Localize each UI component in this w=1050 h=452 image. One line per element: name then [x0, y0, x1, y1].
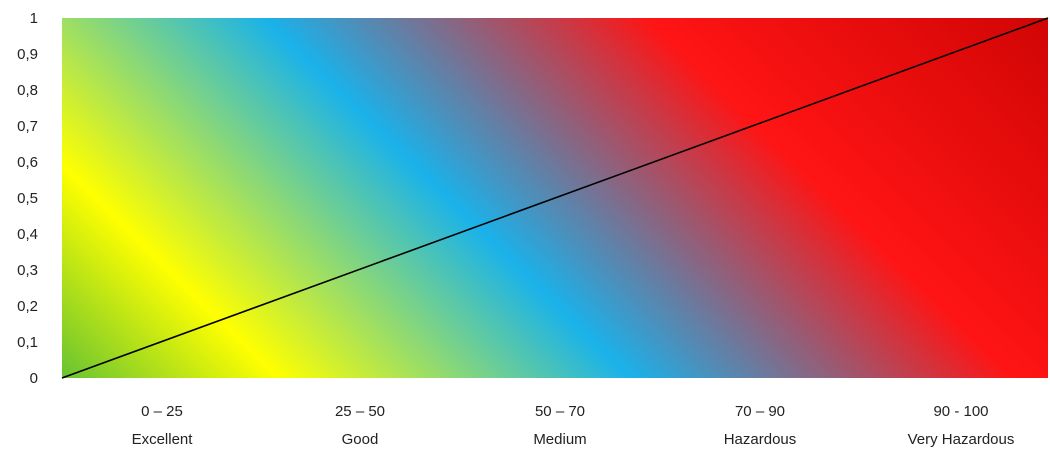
y-tick-label: 0,5 — [17, 190, 38, 207]
series-layer — [61, 17, 1049, 379]
y-tick-label: 0,3 — [17, 262, 38, 279]
x-category-label: Very Hazardous — [908, 431, 1015, 448]
x-category-label: Medium — [533, 431, 586, 448]
x-category-range: 50 – 70 — [535, 403, 585, 420]
y-tick-label: 0,7 — [17, 118, 38, 135]
x-category-range: 70 – 90 — [735, 403, 785, 420]
y-tick-label: 0,6 — [17, 154, 38, 171]
x-category-range: 25 – 50 — [335, 403, 385, 420]
series-line — [61, 17, 1049, 379]
y-tick-label: 1 — [30, 10, 38, 27]
y-tick-label: 0 — [30, 370, 38, 387]
x-category-label: Good — [342, 431, 379, 448]
y-tick-label: 0,2 — [17, 298, 38, 315]
x-category-label: Excellent — [132, 431, 194, 448]
y-tick-label: 0,1 — [17, 334, 38, 351]
y-axis-ticks: 0 0,1 0,2 0,3 0,4 0,5 0,6 0,7 0,8 0,9 1 — [17, 10, 38, 387]
x-axis-categories: 0 – 25 Excellent 25 – 50 Good 50 – 70 Medium 7… — [132, 403, 1015, 448]
x-category-label: Hazardous — [724, 431, 797, 448]
x-category-range: 90 - 100 — [933, 403, 988, 420]
y-tick-label: 0,9 — [17, 46, 38, 63]
y-tick-label: 0,4 — [17, 226, 38, 243]
x-category-range: 0 – 25 — [141, 403, 183, 420]
y-tick-label: 0,8 — [17, 82, 38, 99]
